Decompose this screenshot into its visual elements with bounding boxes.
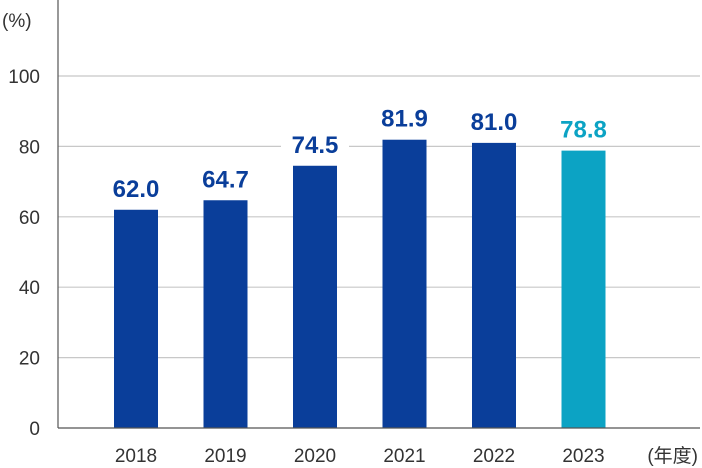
y-tick-label: 40 [19, 278, 40, 299]
y-tick-labels: 0 20 40 60 80 100 [8, 67, 40, 440]
x-tick-label: 2023 [562, 446, 604, 467]
bar [472, 142, 516, 428]
data-label: 74.5 [292, 132, 339, 159]
x-tick-label: 2019 [204, 446, 246, 467]
data-label-backing [191, 160, 260, 193]
data-label-backing [281, 125, 349, 158]
bar [561, 150, 606, 428]
bar [114, 209, 158, 428]
data-label: 62.0 [113, 176, 160, 203]
data-label: 78.8 [560, 117, 607, 144]
x-tick-label: 2022 [473, 446, 515, 467]
x-tick-label: 2020 [294, 446, 336, 467]
bar [203, 200, 248, 428]
x-tick-label: 2018 [115, 446, 157, 467]
data-label-backing [102, 169, 170, 202]
y-tick-label: 100 [8, 67, 40, 88]
data-label: 81.0 [471, 109, 518, 136]
data-labels: 62.0 64.7 74.5 81.9 81.0 78.8 [102, 99, 618, 203]
x-tick-labels: 2018 2019 2020 2021 2022 2023 [115, 446, 605, 467]
y-tick-label: 80 [19, 137, 40, 158]
data-label-backing [370, 99, 439, 132]
x-tick-label: 2021 [383, 446, 425, 467]
bars [114, 139, 606, 428]
x-axis-unit: (年度) [647, 445, 698, 467]
y-axis-unit: (%) [2, 11, 32, 32]
data-label: 64.7 [202, 166, 249, 193]
data-label-backing [460, 102, 528, 135]
data-label-backing [549, 110, 618, 143]
bar [293, 165, 337, 428]
y-tick-label: 60 [19, 208, 40, 229]
data-label: 81.9 [381, 106, 428, 133]
y-tick-label: 0 [29, 419, 40, 440]
y-tick-label: 20 [19, 349, 40, 370]
bar [382, 139, 427, 428]
